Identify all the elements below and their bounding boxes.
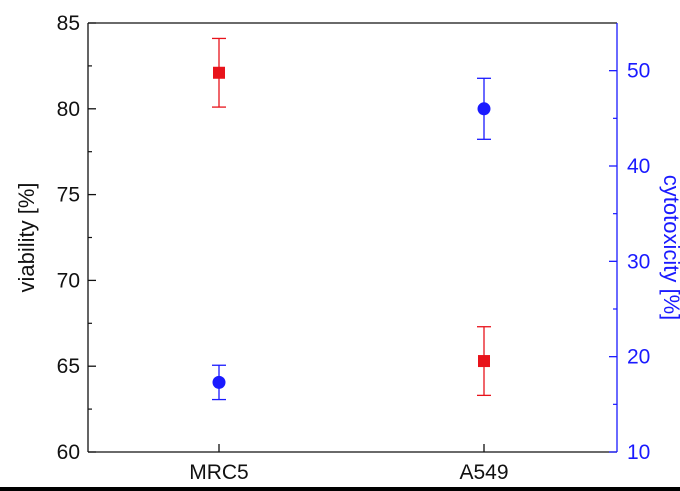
data-point-circle [477, 102, 491, 116]
x-tick-label: A549 [459, 461, 508, 484]
x-axis: MRC5 A549 [189, 444, 509, 484]
left-tick-label: 65 [57, 355, 80, 378]
x-tick-label: MRC5 [189, 461, 249, 484]
right-y-axis: 10 20 30 40 50 [609, 60, 650, 464]
right-tick-label: 10 [627, 441, 650, 464]
data-point-circle [212, 375, 226, 389]
left-y-axis: 60 65 70 75 80 85 [57, 12, 96, 464]
right-tick-label: 20 [627, 346, 650, 369]
left-tick-label: 70 [57, 269, 80, 292]
right-tick-label: 50 [627, 60, 650, 83]
left-tick-label: 75 [57, 184, 80, 207]
left-axis-title: viability [%] [14, 182, 39, 292]
left-tick-label: 80 [57, 98, 80, 121]
data-marks [212, 37, 491, 401]
data-point-square [478, 355, 490, 368]
plot-frame [0, 22, 680, 491]
right-axis-title: cytotoxicity [%] [659, 175, 680, 320]
left-tick-label: 60 [57, 441, 80, 464]
right-tick-label: 30 [627, 250, 650, 273]
right-tick-label: 40 [627, 155, 650, 178]
data-point-square [213, 66, 225, 79]
left-tick-label: 85 [57, 12, 80, 35]
